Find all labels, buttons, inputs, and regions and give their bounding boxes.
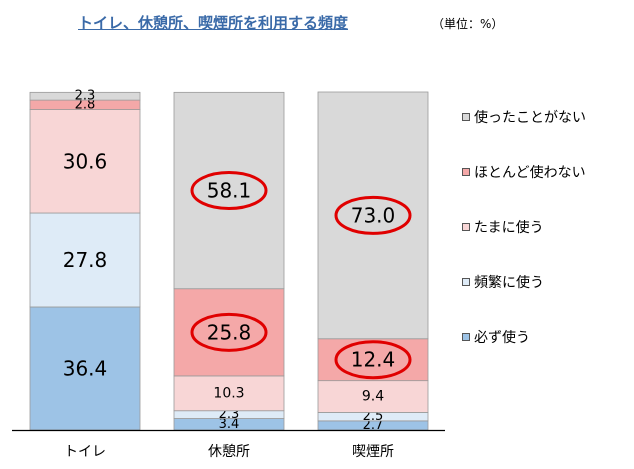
unit-label: （単位：%） [432,17,504,31]
highlight-circle [190,312,268,352]
highlight-circle [334,340,412,380]
legend-swatch [462,168,470,176]
chart-title: トイレ、休憩所、喫煙所を利用する頻度 [78,14,349,32]
legend: 使ったことがない ほとんど使わない たまに使う頻繁に使う必ず使う [462,108,586,346]
highlight-circle [334,195,412,235]
category-label: トイレ [64,444,106,460]
data-label: 12.4 [351,348,396,372]
data-label: 2.7 [363,418,384,433]
data-label: 73.0 [351,203,396,227]
data-label: 27.8 [63,248,108,272]
legend-swatch [462,223,470,231]
data-label: 2.5 [363,409,384,424]
data-label: 25.8 [207,320,252,344]
highlight-circle [190,171,268,211]
legend-label: 頻繁に使う [474,275,544,291]
bar-segment [29,91,141,101]
data-label: 3.4 [219,417,240,432]
legend-item: たまに使う [462,218,586,236]
category-label: 喫煙所 [352,444,394,460]
bar-segment [29,212,141,308]
legend-swatch [462,333,470,341]
data-label: 10.3 [213,385,244,401]
legend-label: たまに使う [474,220,544,236]
data-label: 9.4 [362,389,384,405]
legend-label: 使ったことがない [474,110,586,126]
bar-segment [317,380,429,413]
legend-item: 必ず使う [462,328,586,346]
category-label: 休憩所 [208,443,250,460]
bar-segment [173,375,285,412]
legend-item: 頻繁に使う [462,273,586,291]
legend-item: ほとんど使わない [462,163,586,181]
legend-label: ほとんど使わない [474,165,586,181]
data-label: 2.3 [75,89,96,104]
data-label: 30.6 [63,149,108,173]
legend-item: 使ったことがない [462,108,586,126]
legend-swatch [462,278,470,286]
data-label: 2.8 [75,97,96,112]
legend-swatch [462,113,470,121]
data-label: 58.1 [207,179,252,203]
bar-segment [29,306,141,431]
legend-label: 必ず使う [474,330,530,346]
data-label: 36.4 [63,356,108,380]
